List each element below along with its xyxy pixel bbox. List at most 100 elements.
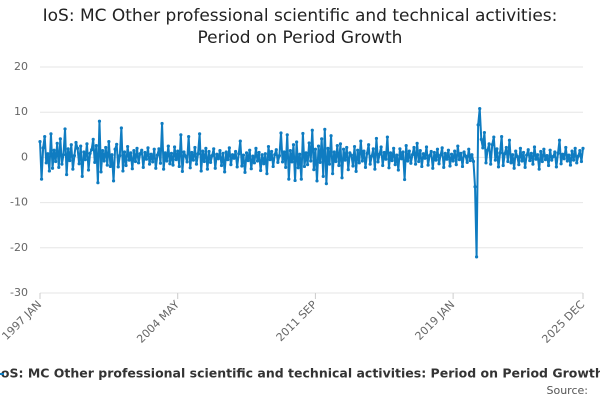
point (539, 149, 543, 154)
point (136, 161, 141, 165)
point (515, 154, 519, 159)
point (66, 147, 70, 151)
point (320, 137, 324, 141)
y-tick-label: -30 (10, 286, 28, 299)
point (514, 149, 518, 153)
point (437, 162, 441, 166)
point (68, 158, 72, 163)
point (69, 143, 73, 147)
point (219, 163, 224, 168)
point (238, 139, 242, 143)
point (146, 146, 150, 150)
point (246, 158, 250, 163)
point (41, 146, 45, 150)
point (412, 145, 416, 150)
point (370, 154, 374, 158)
point (459, 151, 463, 155)
point (531, 162, 535, 166)
point (562, 157, 566, 161)
point (196, 152, 200, 156)
point (141, 165, 145, 169)
point (395, 153, 399, 157)
point (454, 163, 458, 167)
point (151, 160, 155, 164)
point (579, 159, 584, 164)
point (362, 149, 366, 153)
point (262, 162, 266, 166)
point (523, 165, 527, 169)
point (144, 157, 149, 161)
point (434, 158, 438, 162)
point (417, 159, 421, 164)
point (341, 147, 346, 151)
point (249, 167, 253, 171)
point (193, 145, 197, 150)
point (257, 150, 261, 155)
point (96, 181, 100, 185)
point (546, 163, 551, 168)
point (316, 144, 321, 148)
point (510, 153, 515, 157)
point (248, 148, 252, 152)
point (351, 164, 355, 168)
point (443, 151, 447, 155)
point (72, 153, 77, 158)
point (179, 133, 183, 137)
point (296, 166, 300, 170)
point (501, 163, 505, 168)
y-tick-label: 20 (14, 60, 28, 73)
point (284, 165, 288, 169)
point (163, 151, 167, 155)
point (234, 149, 238, 154)
point (254, 146, 258, 150)
point (398, 147, 402, 151)
point (115, 142, 119, 146)
y-tick-label: -10 (10, 196, 28, 209)
point (105, 163, 109, 167)
point (548, 148, 552, 152)
x-tick-label: 2004 MAY (134, 298, 182, 346)
point (54, 159, 58, 164)
point (171, 163, 175, 167)
point (340, 176, 344, 180)
point (266, 144, 271, 149)
point (202, 159, 206, 164)
point (381, 163, 385, 168)
x-tick-label: 1997 JAN (0, 298, 44, 343)
point (65, 172, 69, 177)
point (413, 162, 418, 166)
point (287, 177, 291, 181)
point (404, 144, 408, 148)
point (479, 137, 483, 141)
point (423, 156, 427, 160)
point (568, 163, 573, 167)
point (525, 153, 529, 157)
point (449, 152, 454, 156)
point (60, 162, 64, 166)
point (119, 126, 123, 130)
point (143, 150, 147, 155)
point (269, 149, 274, 154)
point (38, 139, 42, 144)
point (470, 153, 474, 157)
point (77, 162, 81, 166)
point (315, 179, 319, 183)
point (356, 148, 360, 152)
x-tick-label: 2019 JAN (413, 298, 458, 343)
point (215, 152, 219, 156)
point (39, 177, 44, 181)
point (108, 164, 113, 169)
point (280, 160, 285, 164)
point (263, 152, 267, 156)
point (80, 174, 84, 178)
point (127, 158, 131, 162)
y-tick-label: -20 (10, 241, 28, 254)
point (485, 148, 490, 152)
point (169, 151, 174, 155)
x-tick-label: 2025 DEC (539, 298, 587, 346)
point (363, 165, 368, 169)
point (259, 168, 263, 173)
point (471, 159, 476, 164)
point (309, 159, 313, 163)
point (432, 150, 436, 155)
